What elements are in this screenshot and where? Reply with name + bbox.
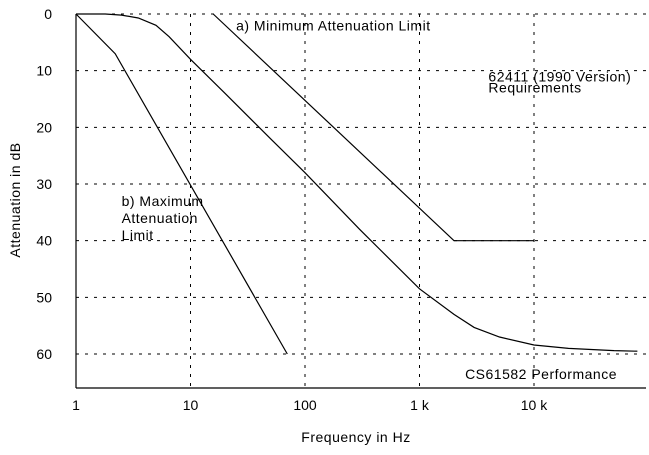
annotation-label: b) Maximum bbox=[122, 193, 204, 209]
annotations: a) Minimum Attenuation Limit 62411 (1990 … bbox=[122, 17, 631, 382]
x-tick-labels: 1 10 100 1 k 10 k bbox=[72, 397, 548, 413]
curves bbox=[75, 13, 638, 355]
annotation-label: Limit bbox=[122, 227, 154, 243]
x-tick-label: 1 k bbox=[410, 397, 430, 413]
series-line-2 bbox=[75, 13, 288, 355]
y-tick-label: 0 bbox=[44, 6, 52, 22]
annotation-label: 62411 (1990 Version) bbox=[488, 68, 631, 84]
y-tick-label: 20 bbox=[36, 119, 52, 135]
y-axis-title: Attenuation in dB bbox=[7, 142, 23, 257]
series-line-1 bbox=[212, 13, 534, 242]
axes bbox=[75, 14, 646, 389]
x-tick-label: 100 bbox=[293, 397, 317, 413]
annotation-label: CS61582 Performance bbox=[465, 366, 617, 382]
y-tick-label: 50 bbox=[36, 289, 52, 305]
x-tick-label: 10 k bbox=[521, 397, 548, 413]
x-tick-label: 10 bbox=[183, 397, 199, 413]
y-tick-labels: 0 10 20 30 40 50 60 bbox=[36, 6, 52, 362]
y-tick-label: 60 bbox=[36, 346, 52, 362]
annotation-label: a) Minimum Attenuation Limit bbox=[236, 17, 431, 33]
y-tick-label: 30 bbox=[36, 176, 52, 192]
x-axis-title: Frequency in Hz bbox=[301, 429, 410, 445]
annotation-label: Requirements bbox=[488, 80, 581, 96]
x-tick-label: 1 bbox=[72, 397, 80, 413]
annotation-label: Attenuation bbox=[122, 210, 198, 226]
y-tick-label: 10 bbox=[36, 63, 52, 79]
y-tick-label: 40 bbox=[36, 233, 52, 249]
series-line-3 bbox=[76, 13, 638, 352]
